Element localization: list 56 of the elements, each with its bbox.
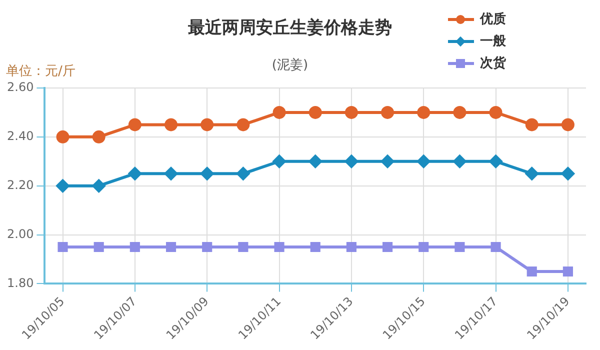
- point: [200, 167, 214, 180]
- point: [272, 106, 286, 119]
- point: [58, 242, 68, 252]
- point: [561, 167, 574, 180]
- point: [92, 179, 106, 192]
- point: [308, 154, 322, 168]
- point: [490, 242, 501, 252]
- point: [526, 266, 537, 277]
- point: [344, 106, 358, 119]
- y-axis-title: 单位：元/斤: [6, 63, 76, 80]
- point: [489, 106, 502, 119]
- point: [308, 106, 322, 119]
- point: [453, 154, 466, 168]
- point: [200, 118, 214, 132]
- point: [164, 118, 178, 132]
- point: [417, 154, 430, 168]
- y-tick-label: 2.20: [7, 178, 34, 192]
- point: [166, 242, 176, 252]
- legend-label: 一般: [480, 33, 506, 50]
- point: [346, 242, 356, 252]
- point: [454, 242, 465, 252]
- y-tick-label: 2.60: [7, 80, 34, 94]
- point: [128, 167, 142, 180]
- point: [164, 167, 178, 180]
- chart-subtitle: (泥姜): [270, 56, 310, 74]
- y-tick-label: 2.40: [7, 129, 34, 144]
- point: [561, 118, 574, 132]
- point: [525, 167, 538, 180]
- point: [94, 242, 104, 252]
- point: [274, 242, 284, 252]
- point: [344, 154, 358, 168]
- legend-label: 次货: [480, 55, 506, 72]
- point: [453, 106, 466, 119]
- point: [310, 242, 320, 252]
- point: [418, 242, 429, 252]
- point: [381, 154, 394, 168]
- point: [525, 118, 538, 132]
- chart-title: 最近两周安丘生姜价格走势: [187, 16, 393, 39]
- point: [382, 242, 393, 252]
- point: [92, 130, 106, 144]
- point: [202, 242, 212, 252]
- point: [128, 118, 142, 132]
- point: [238, 242, 248, 252]
- point: [236, 118, 250, 132]
- point: [56, 130, 70, 144]
- y-tick-label: 2.00: [7, 226, 34, 241]
- point: [130, 242, 140, 252]
- point: [417, 106, 430, 119]
- point: [381, 106, 394, 119]
- point: [489, 154, 502, 168]
- point: [272, 154, 286, 168]
- y-tick-label: 1.80: [7, 276, 34, 290]
- point: [562, 266, 573, 277]
- legend-label: 优质: [480, 11, 506, 28]
- point: [236, 167, 250, 180]
- point: [56, 179, 70, 192]
